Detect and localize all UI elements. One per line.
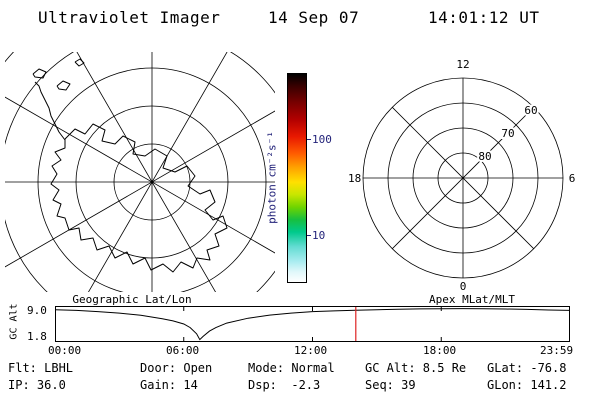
colorbar-tick-10: 10: [312, 229, 326, 242]
status-mode: Mode: Normal: [248, 361, 335, 375]
mlat-ring-label-60: 60: [524, 104, 537, 117]
status-gc-alt: GC Alt: 8.5 Re: [365, 361, 467, 375]
mlat-mlt-panel: 12 18 6 0 60 70 80: [348, 58, 576, 293]
strip-ylabel: GC Alt: [8, 303, 20, 340]
orbit-altitude-chart: [55, 306, 570, 342]
caption-geographic: Geographic Lat/Lon: [72, 293, 192, 306]
app-title: Ultraviolet Imager: [38, 8, 221, 27]
antarctica-coastline: [32, 58, 228, 273]
mlt-label-0: 0: [460, 280, 467, 293]
geographic-map-panel: [5, 52, 275, 292]
xtick-1200: 12:00: [294, 344, 328, 357]
colorbar-tick-100: 100: [312, 133, 332, 146]
mlt-label-6: 6: [569, 172, 576, 185]
status-dsp: Dsp: -2.3: [248, 378, 321, 392]
status-gain: Gain: 14: [140, 378, 198, 392]
xtick-2359: 23:59: [540, 344, 574, 357]
header-date: 14 Sep 07: [268, 8, 360, 27]
status-glon: GLon: 141.2: [487, 378, 567, 392]
status-seq: Seq: 39: [365, 378, 416, 392]
colorbar-tick-mark: [307, 139, 311, 140]
intensity-colorbar: [287, 73, 307, 283]
status-door: Door: Open: [140, 361, 213, 375]
status-ip: IP: 36.0: [8, 378, 66, 392]
xtick-0600: 06:00: [166, 344, 200, 357]
strip-ymin: 1.8: [27, 330, 47, 343]
altitude-curve: [55, 308, 570, 341]
strip-ymax: 9.0: [27, 304, 47, 317]
caption-apex: Apex MLat/MLT: [428, 293, 516, 306]
header-time: 14:01:12 UT: [428, 8, 540, 27]
mlat-ring-label-80: 80: [478, 150, 491, 163]
xtick-1800: 18:00: [423, 344, 457, 357]
status-glat: GLat: -76.8: [487, 361, 567, 375]
mlt-grid: [362, 77, 564, 279]
colorbar-units-label: photon cm⁻²s⁻¹: [265, 131, 279, 224]
xtick-0000: 00:00: [48, 344, 82, 357]
lat-lon-grid: [5, 52, 275, 292]
status-flt: Flt: LBHL: [8, 361, 74, 375]
mlt-label-18: 18: [348, 172, 361, 185]
mlat-ring-label-70: 70: [501, 127, 514, 140]
colorbar-tick-mark: [307, 235, 311, 236]
mlt-label-12: 12: [456, 58, 469, 71]
